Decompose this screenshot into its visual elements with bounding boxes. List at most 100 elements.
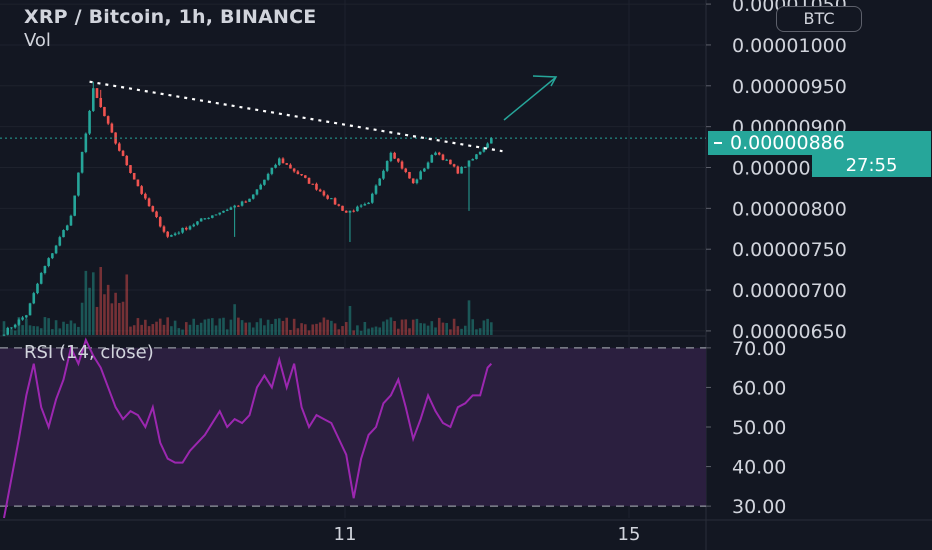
volume-bar [311, 324, 315, 335]
volume-bar [184, 322, 188, 335]
volume-bar [203, 319, 207, 335]
candle-body [419, 171, 422, 180]
volume-bar [211, 318, 214, 335]
volume-bar [125, 274, 129, 335]
candle-body [397, 158, 400, 162]
candle-body [121, 150, 125, 156]
volume-bars [2, 266, 493, 335]
rsi-axis-label: 30.00 [732, 496, 786, 518]
volume-bar [43, 317, 47, 335]
candle-body [132, 172, 136, 180]
candle-body [125, 155, 129, 166]
candle-body [318, 189, 322, 192]
candle-body [21, 317, 24, 320]
candle-body [69, 215, 73, 226]
volume-bar [352, 330, 355, 335]
volume-bar [359, 330, 363, 335]
volume-bar [39, 328, 43, 335]
volume-bar [95, 306, 99, 335]
volume-bar [177, 328, 181, 335]
volume-bar [132, 325, 136, 335]
candle-body [478, 151, 482, 155]
volume-bar [430, 321, 434, 335]
candle-body [58, 237, 62, 246]
candle-body [486, 143, 489, 148]
candle-body [270, 167, 274, 174]
candle-body [326, 195, 329, 199]
candle-body [482, 147, 486, 152]
price-axis-label: 0.00000650 [732, 321, 847, 343]
candle-body [84, 133, 88, 152]
candle-body [304, 175, 307, 178]
candle-body [255, 189, 259, 195]
candle-body [330, 198, 333, 200]
candle-body [162, 226, 166, 232]
candle-body [2, 334, 6, 336]
candle-body [467, 160, 471, 167]
candle-body [106, 116, 110, 124]
candle-body [118, 143, 121, 151]
volume-bar [114, 292, 117, 335]
volume-bar [463, 325, 467, 335]
volume-bar [266, 319, 270, 335]
volume-bar [73, 323, 76, 335]
candle-body [240, 201, 244, 206]
rsi-axis-label: 40.00 [732, 457, 786, 479]
candle-body [199, 218, 203, 222]
candle-body [207, 217, 210, 219]
volume-bar [218, 318, 222, 335]
candle-body [77, 172, 80, 196]
volume-bar [118, 302, 121, 335]
volume-bar [285, 317, 289, 335]
volume-bar [32, 326, 36, 335]
candle-body [170, 235, 173, 237]
volume-bar [214, 325, 218, 335]
candle-body [17, 319, 21, 325]
volume-bar [393, 321, 396, 335]
volume-bar [344, 322, 348, 335]
volume-bar [2, 321, 6, 335]
volume-bar [166, 317, 169, 335]
candle-body [181, 227, 184, 233]
candle-body [490, 138, 493, 144]
volume-bar [54, 320, 58, 335]
volume-bar [292, 318, 296, 335]
candle-body [244, 201, 248, 203]
volume-bar [248, 322, 251, 335]
candle-body [452, 164, 456, 167]
candle-body [110, 123, 114, 133]
volume-bar [382, 321, 385, 335]
volume-bar [140, 324, 143, 335]
candle-body [103, 107, 106, 117]
candle-body [151, 206, 155, 212]
price-axis-label: 0.00000800 [732, 198, 847, 220]
candle-body [222, 210, 225, 213]
candle-body [471, 159, 475, 161]
volume-bar [10, 329, 13, 335]
candle-body [225, 209, 229, 211]
candle-countdown: 27:55 [812, 155, 931, 177]
candle-body [251, 194, 255, 199]
candle-body [277, 158, 281, 165]
candle-body [411, 178, 415, 184]
candle-body [218, 212, 222, 215]
volume-bar [155, 321, 158, 335]
volume-bar [136, 318, 140, 335]
volume-bar [129, 326, 132, 335]
candle-body [289, 164, 292, 169]
candle-body [177, 232, 181, 234]
candle-body [91, 88, 95, 111]
candle-body [28, 303, 32, 316]
candle-body [214, 214, 218, 216]
volume-bar [426, 325, 430, 335]
currency-badge[interactable]: BTC [776, 6, 862, 32]
candle-body [13, 324, 17, 328]
candle-body [382, 170, 385, 179]
candle-body [385, 161, 389, 171]
candle-body [393, 152, 396, 159]
volume-bar [77, 326, 80, 335]
volume-bar [452, 318, 456, 335]
volume-bar [151, 324, 155, 335]
projection-arrowhead [532, 75, 558, 87]
